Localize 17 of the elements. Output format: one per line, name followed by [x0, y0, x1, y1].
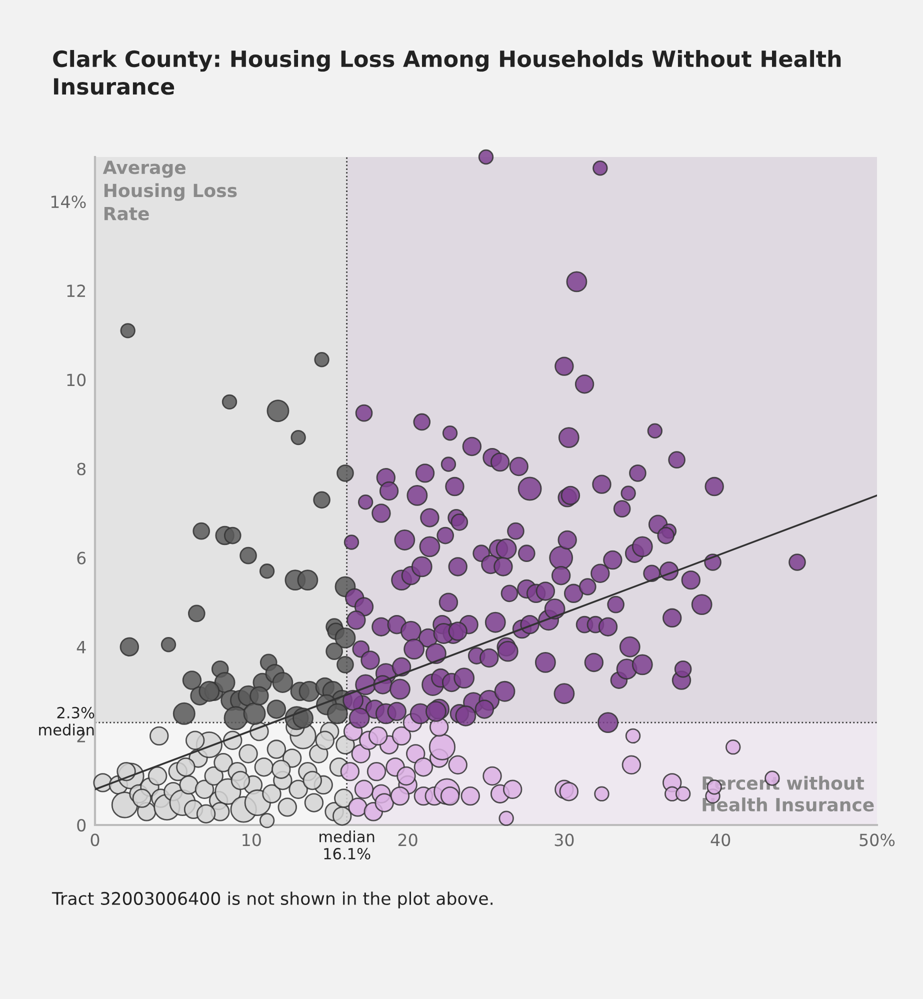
x-tick-label: 20 — [398, 834, 418, 846]
x-tick-label: 40 — [710, 834, 730, 846]
y-tick-label: 6 — [77, 552, 86, 564]
y-tick-label: 4 — [76, 641, 86, 654]
ref-line-label: median 16.1% — [320, 830, 374, 860]
text: Tract 32003006400 is not shown in the plot above. — [52, 892, 492, 908]
x-tick-label: 0 — [90, 834, 100, 846]
y-tick-label: 12 — [67, 284, 85, 297]
x-tick-label: 50% — [860, 834, 895, 846]
y-tick-label: 14% — [51, 195, 86, 208]
chart-title: Clark County: Housing Loss Among Households Without Health Insurance — [53, 50, 841, 95]
y-tick-label: 0 — [77, 818, 86, 832]
x-tick-label: 10 — [242, 834, 261, 846]
y-tick-label: 8 — [77, 462, 86, 476]
x-tick-label: 30 — [554, 834, 574, 846]
y-axis-title: Average Housing Loss Rate — [102, 160, 237, 220]
y-tick-label: 10 — [67, 374, 86, 386]
